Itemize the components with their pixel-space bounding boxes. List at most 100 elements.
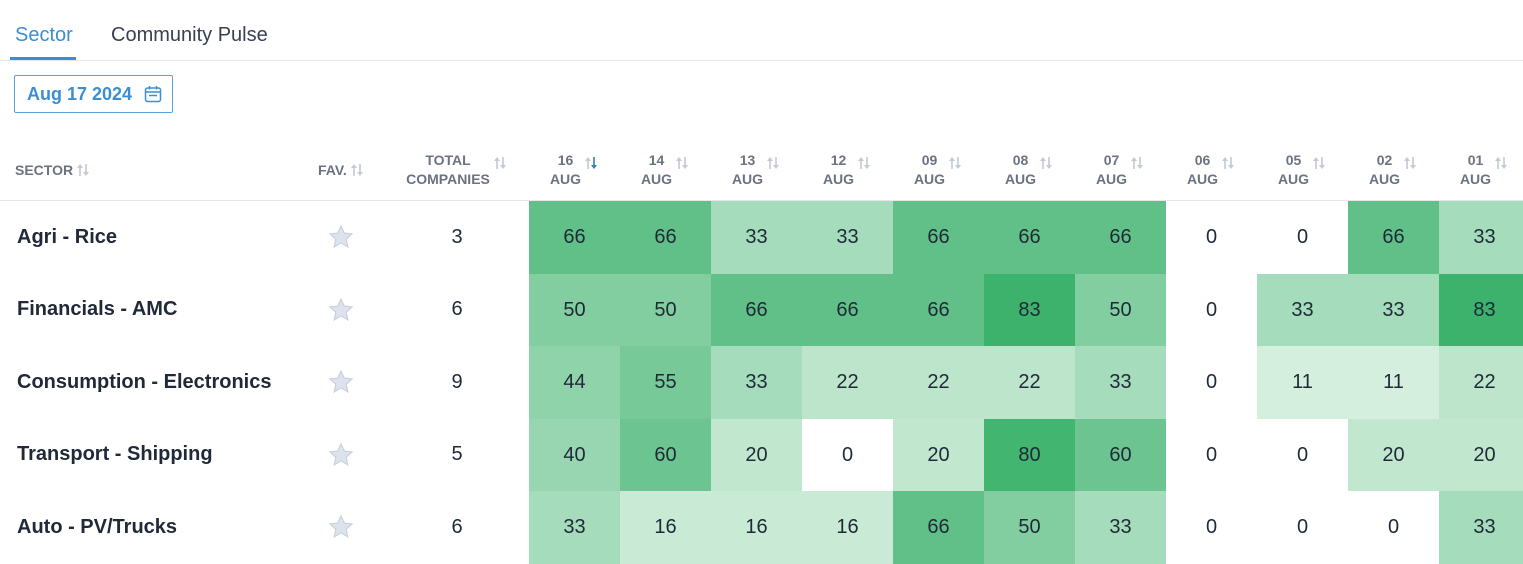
heatmap-cell[interactable]: 20 xyxy=(1348,418,1439,492)
sort-icon[interactable] xyxy=(1493,155,1509,171)
table-row[interactable]: Auto - PV/Trucks 6 33 16 16 16 66 50 33 0 0 0 33 xyxy=(0,491,1523,564)
tab-community-pulse[interactable]: Community Pulse xyxy=(111,24,268,46)
heatmap-cell[interactable]: 83 xyxy=(1439,273,1523,347)
heatmap-cell[interactable]: 60 xyxy=(1075,418,1166,492)
heatmap-cell[interactable]: 33 xyxy=(1075,491,1166,564)
sort-icon[interactable] xyxy=(583,155,599,171)
header-date-08[interactable]: 08 AUG xyxy=(984,140,1075,200)
sort-icon[interactable] xyxy=(75,162,91,178)
heatmap-cell[interactable]: 11 xyxy=(1257,346,1348,419)
heatmap-cell[interactable]: 66 xyxy=(893,491,984,564)
sort-icon[interactable] xyxy=(1129,155,1145,171)
sector-name[interactable]: Auto - PV/Trucks xyxy=(17,515,178,538)
heatmap-cell[interactable]: 0 xyxy=(1257,491,1348,564)
header-fav[interactable]: FAV. xyxy=(318,140,378,200)
heatmap-cell[interactable]: 20 xyxy=(893,418,984,492)
header-sector[interactable]: SECTOR xyxy=(15,140,135,200)
heatmap-cell[interactable]: 0 xyxy=(1166,491,1257,564)
heatmap-cell[interactable]: 66 xyxy=(1348,201,1439,274)
sort-icon[interactable] xyxy=(1220,155,1236,171)
heatmap-cell[interactable]: 0 xyxy=(1166,346,1257,419)
sort-icon[interactable] xyxy=(947,155,963,171)
table-row[interactable]: Agri - Rice 3 66 66 33 33 66 66 66 0 0 66 33 xyxy=(0,201,1523,274)
heatmap-cell[interactable]: 33 xyxy=(1348,273,1439,347)
favorite-star-icon[interactable] xyxy=(328,442,354,468)
heatmap-cell[interactable]: 0 xyxy=(1257,201,1348,274)
header-date-01[interactable]: 01 AUG xyxy=(1439,140,1523,200)
heatmap-cell[interactable]: 16 xyxy=(802,491,893,564)
heatmap-cell[interactable]: 0 xyxy=(1166,201,1257,274)
table-row[interactable]: Financials - AMC 6 50 50 66 66 66 83 50 0 33 33 83 xyxy=(0,273,1523,347)
date-picker-button[interactable]: Aug 17 2024 xyxy=(14,75,173,113)
heatmap-cell[interactable]: 0 xyxy=(1166,418,1257,492)
heatmap-cell[interactable]: 66 xyxy=(893,273,984,347)
header-total-companies[interactable]: TOTAL COMPANIES xyxy=(400,140,514,200)
header-date-12[interactable]: 12 AUG xyxy=(802,140,893,200)
heatmap-cell[interactable]: 22 xyxy=(984,346,1075,419)
sector-name[interactable]: Transport - Shipping xyxy=(17,443,213,465)
heatmap-cell[interactable]: 22 xyxy=(802,346,893,419)
heatmap-cell[interactable]: 11 xyxy=(1348,346,1439,419)
sort-icon[interactable] xyxy=(1402,155,1418,171)
heatmap-cell[interactable]: 50 xyxy=(1075,273,1166,347)
heatmap-cell[interactable]: 0 xyxy=(1257,418,1348,492)
heatmap-cell[interactable]: 80 xyxy=(984,418,1075,492)
heatmap-cell[interactable]: 66 xyxy=(802,273,893,347)
heatmap-cell[interactable]: 20 xyxy=(711,418,802,492)
sort-icon[interactable] xyxy=(349,162,365,178)
table-row[interactable]: Transport - Shipping 5 40 60 20 0 20 80 60 0 0 20 20 xyxy=(0,418,1523,492)
heatmap-cell[interactable]: 20 xyxy=(1439,418,1523,492)
header-date-07[interactable]: 07 AUG xyxy=(1075,140,1166,200)
heatmap-cell[interactable]: 33 xyxy=(802,201,893,274)
favorite-star-icon[interactable] xyxy=(328,514,354,540)
heatmap-cell[interactable]: 83 xyxy=(984,273,1075,347)
header-date-06[interactable]: 06 AUG xyxy=(1166,140,1257,200)
favorite-star-icon[interactable] xyxy=(328,297,354,323)
favorite-star-icon[interactable] xyxy=(328,369,354,395)
heatmap-cell[interactable]: 33 xyxy=(1439,491,1523,564)
header-date-09[interactable]: 09 AUG xyxy=(893,140,984,200)
heatmap-cell[interactable]: 66 xyxy=(620,201,711,274)
sort-icon[interactable] xyxy=(1311,155,1327,171)
header-date-16[interactable]: 16 AUG xyxy=(529,140,620,200)
header-date-14[interactable]: 14 AUG xyxy=(620,140,711,200)
header-date-13[interactable]: 13 AUG xyxy=(711,140,802,200)
sector-name[interactable]: Consumption - Electronics xyxy=(17,370,272,393)
favorite-star-icon[interactable] xyxy=(328,224,354,250)
sort-icon[interactable] xyxy=(674,155,690,171)
sort-icon[interactable] xyxy=(856,155,872,171)
heatmap-cell[interactable]: 33 xyxy=(711,346,802,419)
sector-name[interactable]: Financials - AMC xyxy=(17,298,178,320)
heatmap-cell[interactable]: 22 xyxy=(893,346,984,419)
header-date-05[interactable]: 05 AUG xyxy=(1257,140,1348,200)
heatmap-cell[interactable]: 60 xyxy=(620,418,711,492)
heatmap-cell[interactable]: 44 xyxy=(529,346,620,419)
sort-icon[interactable] xyxy=(1038,155,1054,171)
heatmap-cell[interactable]: 50 xyxy=(529,273,620,347)
heatmap-cell[interactable]: 33 xyxy=(1075,346,1166,419)
heatmap-cell[interactable]: 66 xyxy=(711,273,802,347)
heatmap-cell[interactable]: 0 xyxy=(802,418,893,492)
heatmap-cell[interactable]: 0 xyxy=(1348,491,1439,564)
heatmap-cell[interactable]: 40 xyxy=(529,418,620,492)
heatmap-cell[interactable]: 33 xyxy=(711,201,802,274)
heatmap-cell[interactable]: 66 xyxy=(1075,201,1166,274)
header-date-02[interactable]: 02 AUG xyxy=(1348,140,1439,200)
sort-icon[interactable] xyxy=(492,155,508,171)
heatmap-cell[interactable]: 33 xyxy=(1257,273,1348,347)
tab-sector[interactable]: Sector xyxy=(15,24,73,46)
heatmap-cell[interactable]: 16 xyxy=(620,491,711,564)
heatmap-cell[interactable]: 16 xyxy=(711,491,802,564)
heatmap-cell[interactable]: 50 xyxy=(984,491,1075,564)
sector-name[interactable]: Agri - Rice xyxy=(17,225,118,248)
table-row[interactable]: Consumption - Electronics 9 44 55 33 22 22 22 33… xyxy=(0,346,1523,419)
heatmap-cell[interactable]: 33 xyxy=(529,491,620,564)
heatmap-cell[interactable]: 50 xyxy=(620,273,711,347)
heatmap-cell[interactable]: 22 xyxy=(1439,346,1523,419)
heatmap-cell[interactable]: 66 xyxy=(529,201,620,274)
heatmap-cell[interactable]: 55 xyxy=(620,346,711,419)
heatmap-cell[interactable]: 66 xyxy=(984,201,1075,274)
heatmap-cell[interactable]: 66 xyxy=(893,201,984,274)
sort-icon[interactable] xyxy=(765,155,781,171)
heatmap-cell[interactable]: 0 xyxy=(1166,273,1257,347)
